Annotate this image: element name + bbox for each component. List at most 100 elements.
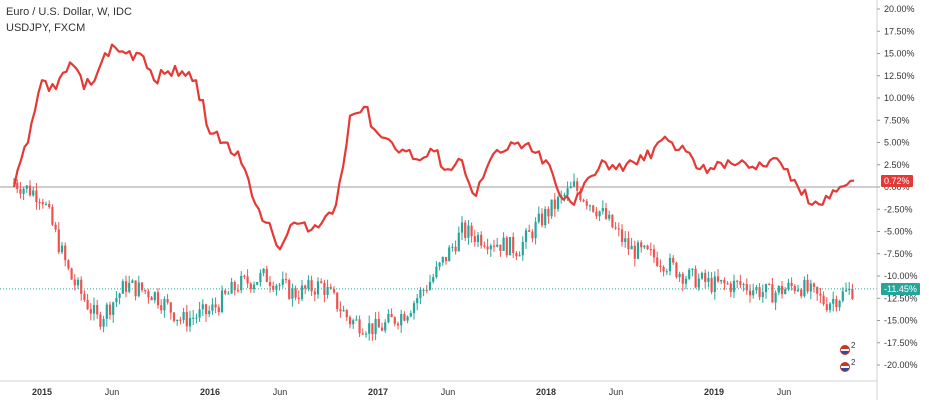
y-tick-label: 2.50% bbox=[884, 160, 910, 170]
candle-body bbox=[361, 333, 364, 335]
candle-body bbox=[716, 276, 720, 282]
candle-body bbox=[115, 297, 118, 303]
candle-body bbox=[521, 241, 524, 256]
candle-body bbox=[339, 309, 342, 312]
y-tick-label: -10.00% bbox=[884, 271, 918, 281]
candle-body bbox=[112, 302, 115, 315]
candle-body bbox=[201, 304, 204, 310]
candle-body bbox=[51, 206, 54, 225]
candle-body bbox=[486, 246, 489, 250]
candle-body bbox=[86, 299, 89, 310]
candle-body bbox=[272, 285, 275, 290]
candle-body bbox=[752, 290, 755, 296]
candle-body bbox=[492, 245, 496, 247]
candle-body bbox=[796, 289, 800, 292]
candle-body bbox=[124, 281, 128, 292]
candle-body bbox=[310, 280, 313, 292]
candle-body bbox=[630, 245, 633, 250]
candle-body bbox=[460, 222, 464, 233]
legend-series-eurusd[interactable]: Euro / U.S. Dollar, W, IDC bbox=[6, 6, 132, 18]
candle-body bbox=[156, 292, 160, 306]
candle-body bbox=[697, 278, 700, 288]
candle-body bbox=[592, 205, 595, 212]
candle-body bbox=[425, 289, 428, 291]
candle-body bbox=[502, 237, 505, 251]
candle-body bbox=[572, 181, 576, 187]
candle-body bbox=[214, 304, 217, 308]
us-flag-icon[interactable]: 2 bbox=[840, 341, 856, 356]
candle-body bbox=[505, 237, 508, 256]
candle-body bbox=[176, 319, 179, 322]
candle-body bbox=[595, 211, 598, 217]
candle-body bbox=[188, 317, 192, 327]
candle-body bbox=[745, 284, 748, 291]
candle-body bbox=[172, 312, 176, 322]
candle-body bbox=[665, 271, 668, 273]
candle-body bbox=[352, 320, 355, 325]
candle-body bbox=[800, 289, 803, 297]
candle-body bbox=[656, 257, 659, 266]
candle-body bbox=[835, 298, 838, 308]
x-tick-label: Jun bbox=[273, 387, 288, 397]
candle-body bbox=[400, 314, 403, 326]
candle-body bbox=[419, 289, 422, 299]
flag-circle bbox=[840, 345, 850, 355]
candle-body bbox=[380, 327, 384, 331]
y-tick-label: -7.50% bbox=[884, 249, 913, 259]
legend-series-usdjpy[interactable]: USDJPY, FXCM bbox=[6, 22, 86, 34]
candle-body bbox=[240, 275, 243, 291]
candle-body bbox=[19, 189, 22, 194]
candle-body bbox=[22, 188, 25, 194]
candle-body bbox=[512, 236, 515, 254]
candle-body bbox=[774, 292, 777, 303]
candle-body bbox=[16, 182, 19, 190]
candle-body bbox=[233, 282, 236, 291]
candle-body bbox=[220, 290, 224, 312]
candle-body bbox=[393, 317, 396, 324]
y-tick-label: 17.50% bbox=[884, 26, 915, 36]
candle-body bbox=[332, 288, 336, 293]
candle-body bbox=[812, 283, 816, 287]
candle-body bbox=[140, 282, 144, 291]
candle-body bbox=[550, 199, 553, 217]
candle-body bbox=[806, 279, 809, 292]
candle-body bbox=[678, 273, 681, 278]
candle-body bbox=[729, 283, 732, 292]
candle-body bbox=[236, 290, 240, 292]
candle-body bbox=[32, 190, 35, 196]
candle-body bbox=[668, 257, 672, 272]
candle-body bbox=[326, 287, 329, 295]
candle-body bbox=[70, 268, 73, 280]
candle-body bbox=[659, 265, 662, 267]
candle-body bbox=[211, 304, 214, 311]
candle-body bbox=[166, 299, 169, 303]
candle-body bbox=[764, 284, 768, 293]
usdjpy-line[interactable] bbox=[12, 43, 855, 251]
candle-body bbox=[508, 236, 512, 256]
candle-body bbox=[646, 245, 649, 250]
candle-body bbox=[838, 300, 841, 308]
event-count: 2 bbox=[851, 341, 856, 350]
candle-body bbox=[832, 298, 835, 304]
candle-body bbox=[761, 292, 764, 297]
candle-body bbox=[169, 302, 172, 313]
candle-body bbox=[649, 249, 652, 251]
candle-body bbox=[614, 227, 617, 229]
candle-body bbox=[422, 289, 425, 291]
candle-body bbox=[368, 323, 371, 334]
candle-body bbox=[160, 305, 163, 311]
candle-body bbox=[688, 269, 691, 279]
x-tick-label: 2016 bbox=[200, 387, 220, 397]
us-flag-icon[interactable]: 2 bbox=[840, 358, 856, 373]
x-tick-label: 2018 bbox=[536, 387, 556, 397]
candle-body bbox=[515, 253, 518, 257]
candle-body bbox=[153, 292, 156, 301]
candle-body bbox=[345, 310, 348, 318]
candle-body bbox=[531, 231, 534, 239]
candle-body bbox=[684, 278, 688, 284]
candle-body bbox=[342, 310, 345, 312]
candle-body bbox=[185, 312, 188, 327]
candle-body bbox=[384, 322, 387, 331]
